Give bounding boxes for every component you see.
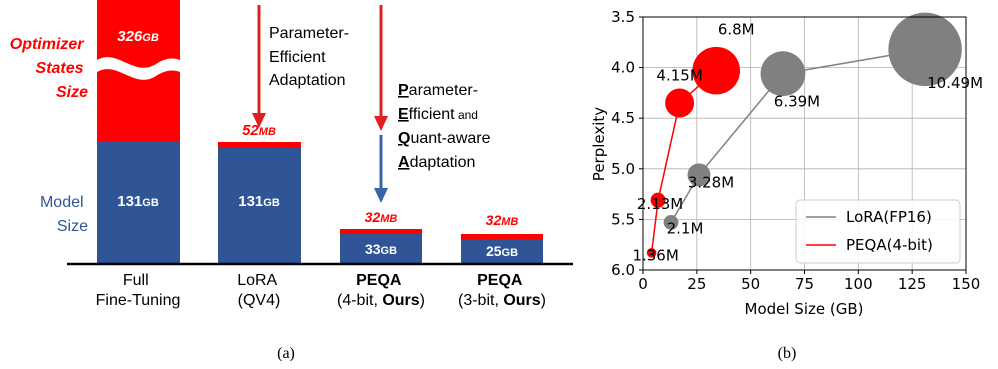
bar-peqa4-optimizer	[340, 229, 422, 234]
callout-pea: Parameter- Efficient Adaptation	[269, 25, 353, 89]
legend-box	[795, 199, 961, 264]
arrow-peqa-red-head	[374, 116, 388, 131]
point-label-0-2: 6.39M	[774, 93, 820, 111]
point-0-1	[687, 163, 711, 187]
bar-peqa4-model	[340, 234, 422, 264]
y-tick-label-3: 5.0	[611, 160, 635, 178]
point-label-1-1: 2.13M	[637, 195, 683, 213]
point-label-1-2: 4.15M	[656, 66, 702, 84]
legend-label-peqa: PEQA(4-bit)	[846, 236, 933, 254]
y-tick-label-4: 5.5	[611, 210, 635, 228]
point-label-0-1: 3.28M	[688, 173, 734, 191]
point-1-1	[650, 192, 666, 208]
caption-b: (b)	[778, 345, 797, 362]
y-axis-label: Perplexity	[590, 107, 608, 181]
bar-lora-model-label: 131GB	[238, 193, 280, 210]
series-line-0	[670, 48, 926, 223]
series-line-1	[650, 70, 717, 253]
category-label-full: Full Fine-Tuning	[96, 272, 181, 309]
series-points	[646, 12, 962, 258]
point-1-0	[646, 247, 657, 258]
x-tick-label-4: 100	[844, 275, 873, 293]
y-tick-label-2: 4.5	[611, 109, 635, 127]
arrow-peqa-blue-head	[374, 188, 388, 203]
y-tick-label-1: 4.0	[611, 59, 635, 77]
bar-full-model-label: 131GB	[117, 193, 159, 210]
point-label-1-3: 6.8M	[718, 20, 755, 38]
bar-lora-optimizer	[218, 142, 301, 148]
point-0-0	[663, 215, 679, 230]
bar-peqa3-model	[461, 239, 543, 264]
bar-full-optimizer-label: 326GB	[117, 28, 159, 45]
point-label-1-0: 1.36M	[632, 247, 678, 265]
x-tick-label-6: 150	[952, 275, 981, 293]
point-0-2	[760, 51, 806, 97]
x-tick-label-1: 25	[687, 275, 706, 293]
x-tick-label-3: 75	[795, 275, 814, 293]
point-labels: 2.1M 3.28M 6.39M 10.49M 1.36M 2.13M 4.15M 6.8M	[632, 20, 983, 264]
caption-a: (a)	[277, 345, 295, 362]
point-1-3	[692, 46, 741, 95]
point-0-3	[888, 12, 962, 87]
category-label-peqa4: PEQA (4-bit, Ours)	[337, 272, 425, 309]
bar-peqa4-model-label: 33GB	[365, 241, 397, 257]
legend-label-lora: LoRA(FP16)	[846, 208, 932, 226]
bar-lora-optimizer-label: 52MB	[242, 122, 276, 139]
y-tick-label-5: 6.0	[611, 261, 635, 279]
legend-optimizer-states: Optimizer States Size	[10, 36, 88, 101]
x-tick-label-2: 50	[741, 275, 760, 293]
bar-peqa3-model-label: 25GB	[486, 243, 518, 259]
series-lines	[650, 48, 926, 253]
category-label-lora: LoRA (QV4)	[237, 272, 281, 309]
point-label-0-3: 10.49M	[927, 74, 983, 92]
legend-model-size: Model Size	[40, 194, 88, 235]
x-tick-label-5: 125	[898, 275, 927, 293]
category-label-peqa3: PEQA (3-bit, Ours)	[458, 272, 546, 309]
axis-break-wave	[97, 57, 180, 80]
legend: LoRA(FP16) PEQA(4-bit)	[795, 199, 961, 264]
bar-lora-model	[218, 148, 301, 264]
bar-peqa3-optimizer-label: 32MB	[486, 212, 519, 228]
axis-ticks: 0 25 50 75 100 125 150 3.5 4.0 4.5 5.0 5.5 6.0	[611, 8, 980, 293]
callout-peqa: Parameter- Efficient and Quant-aware Ada…	[398, 82, 495, 171]
panel-b-scatter: 2.1M3.28M6.39M10.49M1.36M2.13M4.15M6.8M …	[590, 8, 983, 362]
bar-peqa4-optimizer-label: 32MB	[365, 209, 398, 225]
panel-a-stacked-bars: 326GB 131GB 52MB 131GB 32MB 33GB 32MB 25…	[10, 0, 573, 362]
bar-full-model	[97, 142, 180, 264]
point-1-2	[665, 88, 695, 118]
x-axis-label: Model Size (GB)	[745, 300, 864, 318]
arrow-lora-head	[252, 113, 266, 128]
x-tick-label-0: 0	[638, 275, 648, 293]
bar-peqa3-optimizer	[461, 234, 543, 239]
point-label-0-0: 2.1M	[667, 219, 704, 237]
y-tick-label-0: 3.5	[611, 8, 635, 26]
